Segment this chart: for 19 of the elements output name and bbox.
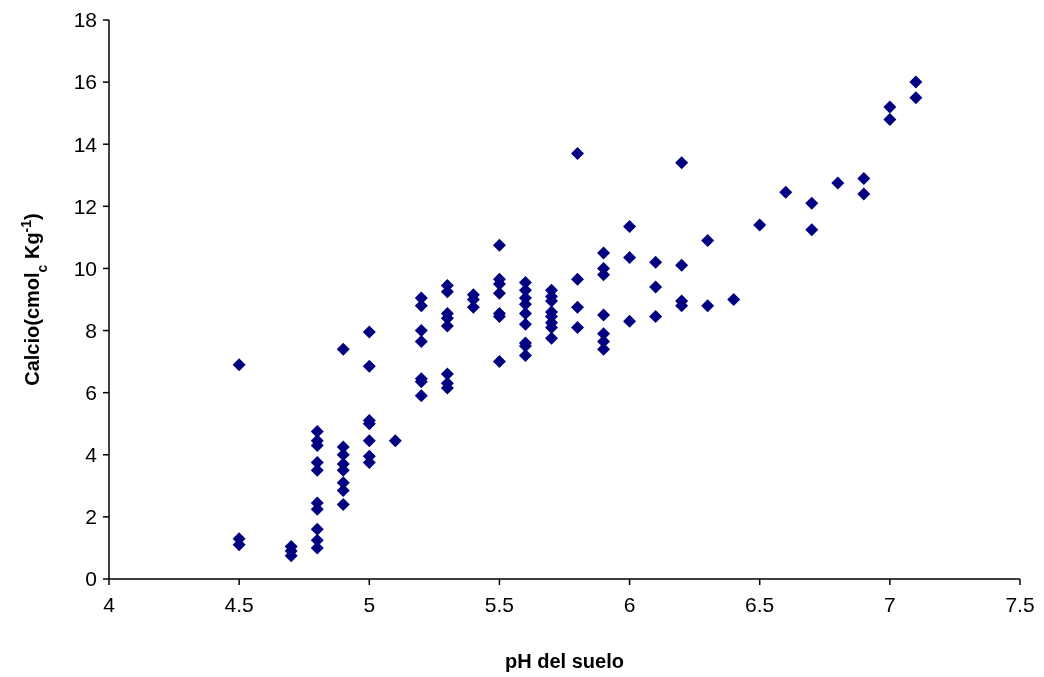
x-tick-label: 4.5 [224, 593, 254, 616]
x-tick-label: 5.5 [484, 593, 515, 616]
y-tick-label: 18 [73, 8, 97, 32]
x-tick-label: 6.5 [745, 593, 775, 616]
x-axis-title: pH del suelo [505, 650, 624, 672]
y-tick-label: 16 [73, 70, 97, 94]
y-tick-label: 6 [85, 381, 97, 405]
x-tick-label: 7 [884, 593, 896, 616]
x-tick-label: 7.5 [1005, 593, 1035, 616]
y-tick-label: 2 [85, 505, 97, 529]
y-tick-label: 12 [73, 194, 97, 218]
x-tick-label: 6 [623, 593, 636, 616]
y-tick-label: 8 [85, 318, 97, 342]
y-tick-label: 10 [73, 256, 97, 280]
y-tick-label: 14 [73, 132, 98, 156]
x-tick-label: 5 [363, 593, 376, 616]
y-tick-label: 0 [85, 567, 97, 591]
x-tick-label: 4 [103, 593, 116, 616]
y-tick-label: 4 [85, 443, 98, 467]
